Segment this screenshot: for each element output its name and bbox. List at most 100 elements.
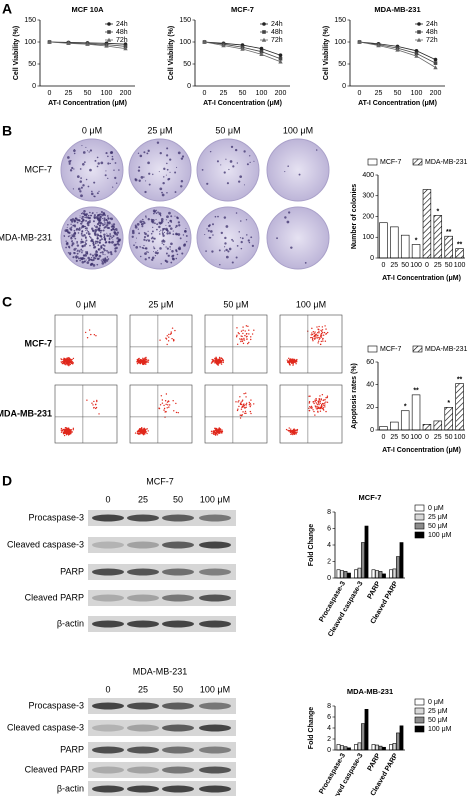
colony — [87, 150, 89, 152]
colony — [212, 234, 214, 236]
event-dot — [244, 412, 246, 415]
colony — [166, 162, 168, 165]
event-dot — [140, 427, 143, 430]
colony — [253, 160, 255, 162]
colony — [78, 250, 81, 253]
colony — [112, 186, 114, 188]
colony — [81, 252, 83, 254]
event-dot — [60, 429, 62, 431]
event-dot — [321, 338, 324, 340]
event-dot — [292, 433, 294, 436]
colony — [78, 219, 81, 222]
colony — [85, 232, 88, 234]
bar — [336, 569, 341, 579]
protein-label: Procaspase-3 — [28, 700, 84, 710]
event-dot — [292, 430, 294, 432]
colony — [224, 242, 227, 245]
colony — [80, 248, 83, 251]
colony — [73, 232, 76, 236]
colony — [77, 249, 79, 252]
event-dot — [161, 399, 164, 401]
colony — [69, 235, 71, 237]
event-dot — [168, 333, 170, 336]
y-tick-label: 400 — [362, 172, 374, 179]
colony — [79, 215, 81, 217]
colony — [220, 231, 224, 235]
event-dot — [242, 332, 244, 335]
colony — [155, 218, 157, 221]
event-dot — [323, 404, 325, 407]
event-dot — [146, 359, 148, 362]
event-dot — [318, 338, 320, 340]
colony — [90, 259, 93, 261]
colony — [102, 259, 106, 262]
plate — [128, 138, 192, 202]
colony — [67, 235, 70, 238]
event-dot — [294, 429, 296, 432]
colony — [79, 190, 82, 193]
bar — [378, 571, 383, 579]
colony — [80, 217, 83, 220]
colony — [234, 148, 238, 152]
bar — [444, 235, 453, 259]
event-dot — [91, 402, 93, 404]
colony — [105, 249, 107, 251]
event-dot — [292, 364, 294, 366]
event-dot — [292, 360, 294, 363]
colony — [65, 242, 69, 246]
colony — [218, 249, 221, 252]
event-dot — [145, 358, 148, 360]
bar — [340, 570, 344, 579]
flow-plot — [54, 384, 118, 444]
event-dot — [238, 405, 240, 408]
x-tick-label: 100 — [411, 90, 423, 97]
legend-swatch — [412, 345, 423, 353]
bar — [361, 723, 365, 751]
colony — [96, 263, 99, 266]
colony — [104, 223, 106, 226]
colony — [161, 242, 163, 244]
x-tick-label: 50 — [394, 90, 402, 97]
x-axis-label: AT-I Concentration (μM) — [358, 100, 437, 107]
colony — [80, 220, 82, 223]
event-dot — [294, 360, 296, 363]
colony — [168, 211, 171, 215]
x-tick-label: 0 — [358, 90, 362, 97]
x-tick-label: 50 — [401, 434, 409, 441]
event-dot — [61, 360, 64, 363]
event-dot — [242, 406, 244, 408]
event-dot — [237, 408, 239, 410]
band — [162, 702, 194, 710]
y-axis-label: Apoptosis rates (%) — [351, 363, 358, 429]
colony — [132, 231, 135, 235]
colony — [108, 240, 111, 244]
marker — [278, 59, 283, 64]
legend-label: 72h — [426, 37, 438, 44]
event-dot — [69, 363, 71, 366]
colony — [73, 221, 76, 223]
y-tick-label: 300 — [362, 193, 374, 200]
event-dot — [250, 338, 252, 341]
event-dot — [312, 401, 314, 403]
marker — [66, 41, 71, 46]
event-dot — [140, 433, 142, 435]
colony — [102, 229, 105, 232]
colony — [142, 220, 145, 223]
colony — [75, 256, 78, 259]
y-axis-label: Cell Viability (%) — [13, 26, 20, 80]
colony — [143, 151, 146, 154]
legend-label: 100 μM — [428, 726, 452, 733]
event-dot — [310, 336, 312, 339]
colony — [98, 241, 101, 244]
colony — [81, 144, 83, 147]
colony — [105, 222, 107, 224]
event-dot — [175, 402, 177, 405]
event-dot — [167, 404, 169, 406]
colony — [72, 234, 74, 236]
x-tick-label: PARP — [367, 752, 383, 772]
colony — [85, 259, 87, 261]
colony — [185, 235, 188, 237]
colony — [97, 221, 101, 224]
colony — [226, 182, 229, 185]
legend-label: 50 μM — [428, 717, 448, 724]
